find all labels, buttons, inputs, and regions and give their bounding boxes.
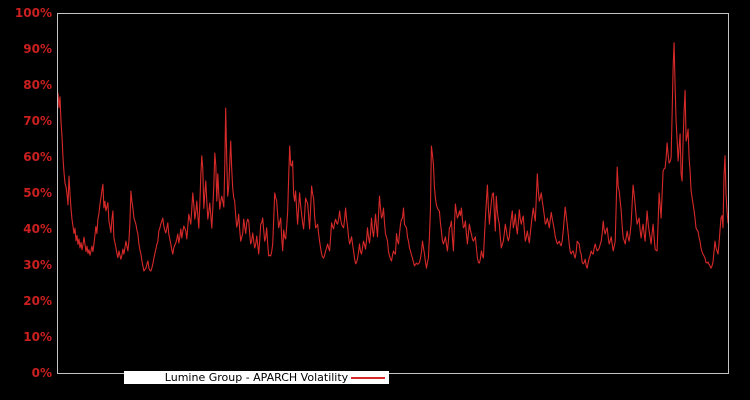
series-chart [58,42,728,272]
y-axis-tick-label: 60% [23,150,52,164]
legend-line-sample [351,377,385,379]
y-axis-tick-label: 50% [23,186,52,200]
legend: Lumine Group - APARCH Volatility [124,371,389,384]
y-axis-tick-label: 100% [14,6,52,20]
y-axis-tick-label: 30% [23,258,52,272]
y-axis-tick-label: 70% [23,114,52,128]
y-axis-tick-label: 20% [23,294,52,308]
y-axis-tick-label: 0% [31,366,52,380]
legend-label: Lumine Group - APARCH Volatility [164,371,349,384]
y-axis-tick-label: 40% [23,222,52,236]
plot-area: Lumine Group - APARCH Volatility [57,13,729,384]
series-line [58,42,728,272]
y-axis-tick-label: 10% [23,330,52,344]
y-axis-tick-label: 90% [23,42,52,56]
y-axis-tick-label: 80% [23,78,52,92]
